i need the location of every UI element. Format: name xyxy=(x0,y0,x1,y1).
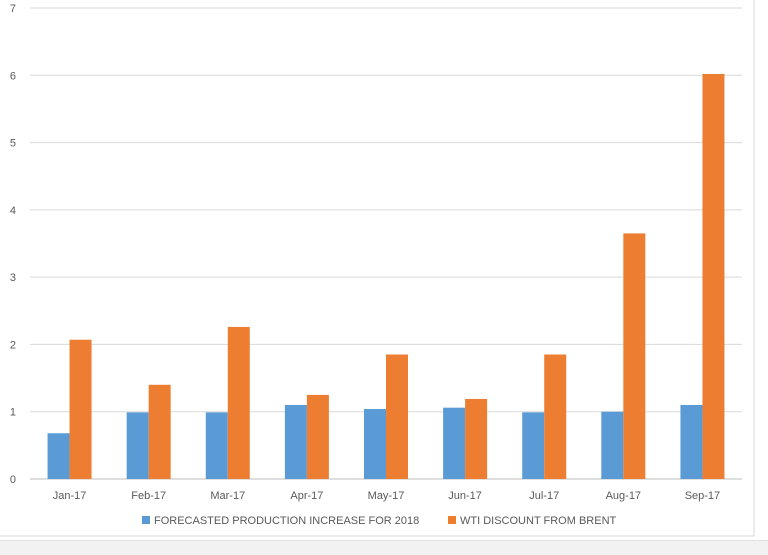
bar-wti-discount xyxy=(544,354,567,479)
x-tick-label: Feb-17 xyxy=(131,490,166,502)
bars xyxy=(47,73,725,479)
bar-forecasted-production xyxy=(284,404,307,479)
x-tick-label: Mar-17 xyxy=(210,490,245,502)
y-tick-label: 6 xyxy=(10,70,16,82)
bar-wti-discount xyxy=(148,384,171,479)
legend-swatch-forecasted-production xyxy=(142,516,150,524)
x-axis-ticks: Jan-17 Feb-17 Mar-17 Apr-17 May-17 Jun-17 Jul-… xyxy=(53,490,720,502)
window-bottom-strip xyxy=(0,540,768,555)
y-tick-label: 1 xyxy=(10,407,16,419)
legend-label-wti-discount: WTI DISCOUNT FROM BRENT xyxy=(460,515,617,527)
bar-wti-discount xyxy=(386,354,408,479)
bar-wti-discount xyxy=(623,233,646,479)
bar-forecasted-production xyxy=(126,412,149,479)
x-tick-label: Jan-17 xyxy=(53,490,87,502)
bar-wti-discount xyxy=(306,394,329,479)
x-tick-label: Apr-17 xyxy=(290,490,323,502)
y-tick-label: 5 xyxy=(10,138,16,150)
y-tick-label: 7 xyxy=(10,3,16,15)
x-tick-label: May-17 xyxy=(368,490,405,502)
bar-wti-discount xyxy=(69,339,92,479)
x-tick-label: Aug-17 xyxy=(606,490,641,502)
x-tick-label: Sep-17 xyxy=(685,490,720,502)
y-tick-label: 0 xyxy=(10,474,16,486)
y-tick-label: 3 xyxy=(10,272,16,284)
y-tick-label: 4 xyxy=(10,205,16,217)
bar-forecasted-production xyxy=(680,404,703,479)
bar-forecasted-production xyxy=(205,412,228,479)
legend-swatch-wti-discount xyxy=(448,516,456,524)
x-tick-label: Jul-17 xyxy=(529,490,559,502)
bar-forecasted-production xyxy=(522,412,545,479)
legend-label-forecasted-production: FORECASTED PRODUCTION INCREASE FOR 2018 xyxy=(154,515,419,527)
x-tick-label: Jun-17 xyxy=(448,490,482,502)
bar-wti-discount xyxy=(702,73,725,479)
y-tick-label: 2 xyxy=(10,339,16,351)
bar-forecasted-production xyxy=(47,433,70,479)
bar-forecasted-production xyxy=(443,407,466,479)
bar-forecasted-production xyxy=(364,409,386,479)
bar-forecasted-production xyxy=(601,411,624,479)
bar-wti-discount xyxy=(465,398,488,479)
bar-wti-discount xyxy=(227,326,250,479)
y-axis-ticks: 0 1 2 3 4 5 6 7 xyxy=(10,3,16,486)
legend: FORECASTED PRODUCTION INCREASE FOR 2018 … xyxy=(142,515,617,527)
